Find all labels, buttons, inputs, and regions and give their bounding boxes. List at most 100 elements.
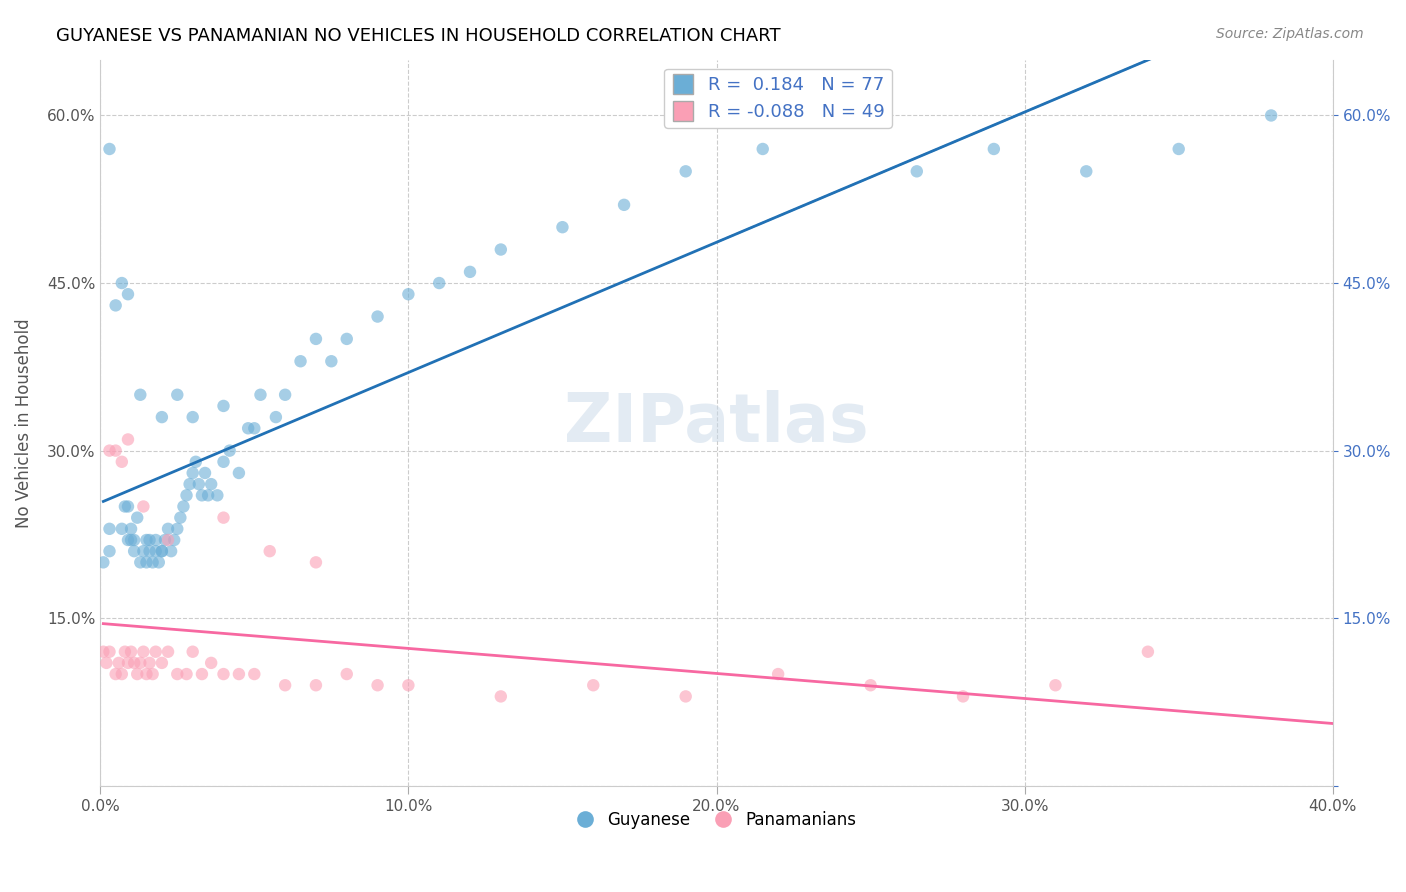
Point [129, 656, 152, 670]
Point [305, 555, 328, 569]
Point [613, 198, 636, 212]
Point [1076, 164, 1098, 178]
Legend: Guyanese, Panamanians: Guyanese, Panamanians [571, 805, 863, 836]
Point [200, 656, 222, 670]
Point [104, 298, 127, 312]
Point [160, 544, 183, 558]
Point [166, 522, 188, 536]
Point [458, 265, 481, 279]
Point [184, 455, 207, 469]
Point [120, 645, 142, 659]
Point [952, 690, 974, 704]
Point [129, 555, 152, 569]
Point [122, 533, 145, 547]
Point [582, 678, 605, 692]
Point [104, 443, 127, 458]
Point [120, 522, 142, 536]
Point [243, 667, 266, 681]
Point [176, 667, 198, 681]
Point [122, 544, 145, 558]
Point [1045, 678, 1067, 692]
Point [96, 656, 118, 670]
Point [305, 678, 328, 692]
Point [905, 164, 928, 178]
Point [98, 443, 121, 458]
Point [176, 488, 198, 502]
Point [157, 533, 180, 547]
Point [274, 678, 297, 692]
Point [135, 667, 157, 681]
Point [111, 667, 134, 681]
Point [117, 533, 139, 547]
Point [98, 522, 121, 536]
Point [132, 544, 155, 558]
Point [117, 656, 139, 670]
Point [200, 477, 222, 491]
Point [117, 433, 139, 447]
Point [191, 667, 214, 681]
Point [396, 287, 419, 301]
Point [191, 488, 214, 502]
Point [181, 410, 204, 425]
Point [138, 544, 160, 558]
Point [179, 477, 201, 491]
Point [212, 667, 235, 681]
Point [212, 510, 235, 524]
Point [135, 533, 157, 547]
Point [117, 287, 139, 301]
Point [751, 142, 773, 156]
Point [153, 533, 176, 547]
Point [169, 510, 191, 524]
Point [98, 544, 121, 558]
Point [766, 667, 789, 681]
Point [111, 522, 134, 536]
Point [194, 466, 217, 480]
Point [1136, 645, 1159, 659]
Point [127, 667, 149, 681]
Point [489, 690, 512, 704]
Point [107, 656, 129, 670]
Point [98, 645, 121, 659]
Point [828, 108, 851, 122]
Point [145, 645, 167, 659]
Point [166, 667, 188, 681]
Text: GUYANESE VS PANAMANIAN NO VEHICLES IN HOUSEHOLD CORRELATION CHART: GUYANESE VS PANAMANIAN NO VEHICLES IN HO… [56, 27, 780, 45]
Point [181, 466, 204, 480]
Point [396, 678, 419, 692]
Point [150, 410, 173, 425]
Point [336, 667, 359, 681]
Point [207, 488, 229, 502]
Point [91, 645, 114, 659]
Point [859, 678, 882, 692]
Point [150, 656, 173, 670]
Point [259, 544, 281, 558]
Point [138, 656, 160, 670]
Point [274, 388, 297, 402]
Point [104, 667, 127, 681]
Text: ZIPatlas: ZIPatlas [564, 390, 869, 456]
Text: Source: ZipAtlas.com: Source: ZipAtlas.com [1216, 27, 1364, 41]
Point [142, 667, 165, 681]
Point [122, 656, 145, 670]
Point [427, 276, 450, 290]
Point [675, 690, 697, 704]
Point [157, 522, 180, 536]
Point [166, 388, 188, 402]
Point [111, 455, 134, 469]
Point [117, 500, 139, 514]
Point [145, 533, 167, 547]
Point [181, 645, 204, 659]
Point [551, 220, 574, 235]
Point [290, 354, 312, 368]
Point [120, 533, 142, 547]
Point [138, 533, 160, 547]
Point [243, 421, 266, 435]
Point [150, 544, 173, 558]
Point [163, 533, 186, 547]
Point [129, 388, 152, 402]
Point [367, 310, 389, 324]
Point [157, 645, 180, 659]
Point [150, 544, 173, 558]
Point [228, 466, 250, 480]
Point [148, 555, 170, 569]
